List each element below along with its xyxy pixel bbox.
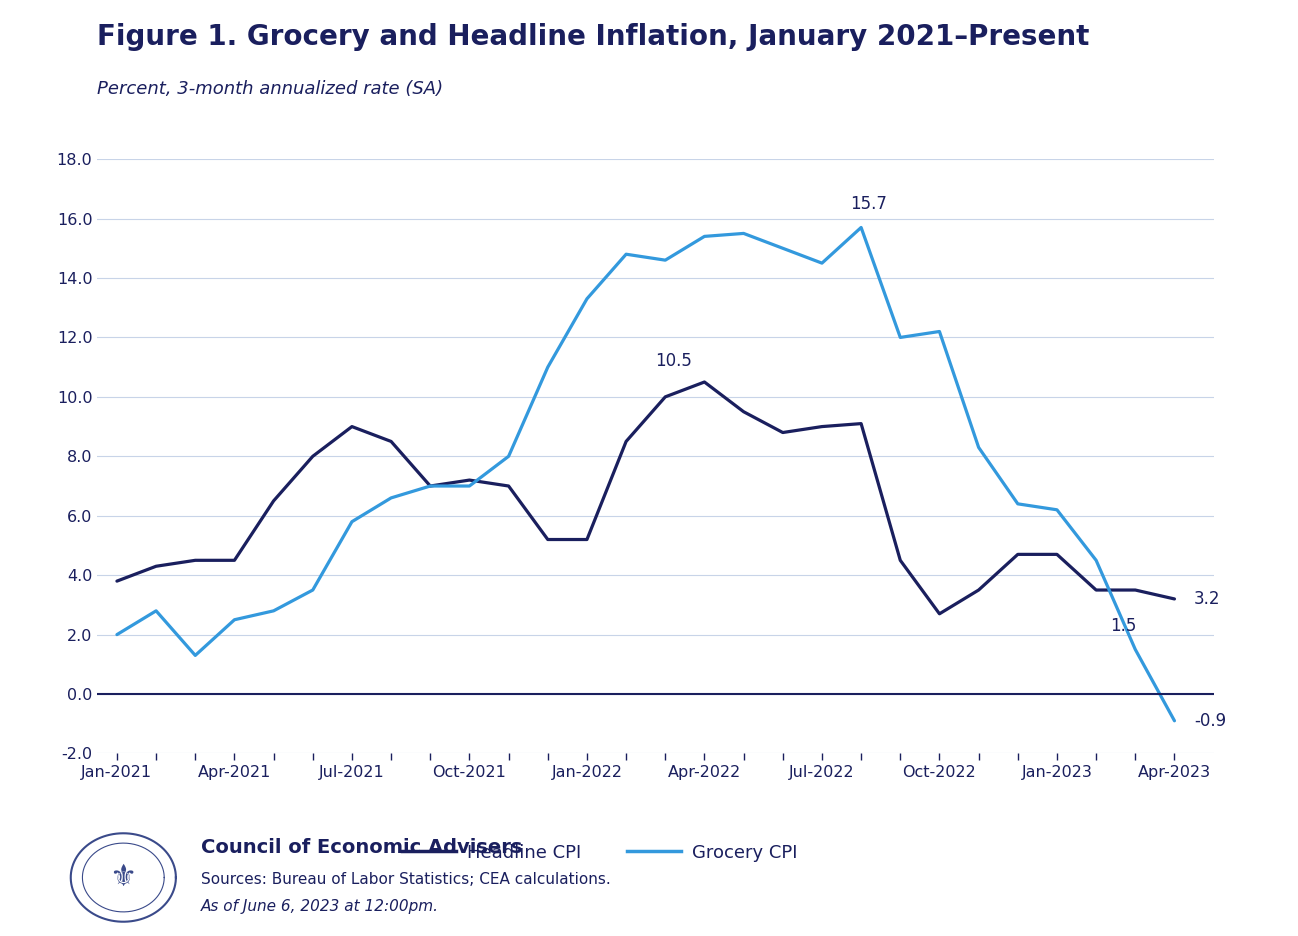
Text: 1.5: 1.5 <box>1110 617 1137 635</box>
Text: Figure 1. Grocery and Headline Inflation, January 2021–Present: Figure 1. Grocery and Headline Inflation… <box>97 23 1090 51</box>
Text: ⚜: ⚜ <box>109 863 138 892</box>
Text: As of June 6, 2023 at 12:00pm.: As of June 6, 2023 at 12:00pm. <box>201 899 439 914</box>
Text: 10.5: 10.5 <box>654 352 692 370</box>
Text: 3.2: 3.2 <box>1194 590 1220 608</box>
Text: Council of Economic Advisers: Council of Economic Advisers <box>201 838 523 856</box>
Text: 15.7: 15.7 <box>850 195 888 212</box>
Text: -0.9: -0.9 <box>1194 711 1227 730</box>
Text: Percent, 3-month annualized rate (SA): Percent, 3-month annualized rate (SA) <box>97 80 444 97</box>
Legend: Headline CPI, Grocery CPI: Headline CPI, Grocery CPI <box>395 837 805 870</box>
Text: Sources: Bureau of Labor Statistics; CEA calculations.: Sources: Bureau of Labor Statistics; CEA… <box>201 872 611 887</box>
